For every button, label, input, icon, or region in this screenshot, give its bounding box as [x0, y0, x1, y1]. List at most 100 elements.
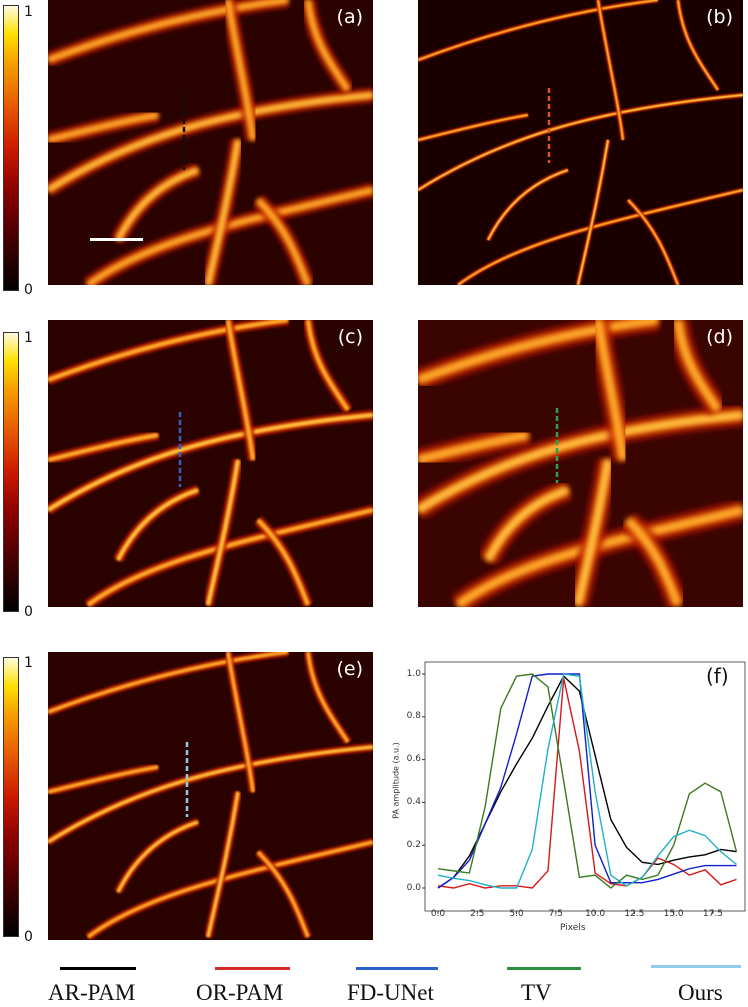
- legend-line-fd-unet: [356, 967, 438, 970]
- vessel: [114, 817, 200, 894]
- vessel: [306, 0, 350, 91]
- vessel-image: [48, 652, 373, 940]
- colorbar-min: 0: [24, 929, 33, 945]
- x-tick-label: 2.5: [470, 909, 485, 919]
- vessel-image: [48, 0, 373, 285]
- colorbar-max: 1: [24, 655, 33, 671]
- colorbar-max: 1: [24, 330, 33, 346]
- vessel: [418, 413, 743, 512]
- vessel: [48, 0, 289, 68]
- vessel: [48, 742, 373, 846]
- panel-b-image: (b): [418, 0, 743, 285]
- x-tick-label: 10.0: [585, 909, 606, 919]
- panel-c-image: (c): [48, 320, 373, 607]
- series-line-or-pam: [437, 678, 737, 889]
- panel-label: (e): [336, 658, 363, 680]
- vessel: [418, 92, 743, 193]
- vessel: [48, 766, 159, 793]
- vessel: [48, 652, 289, 717]
- legend-line-ar-pam: [60, 967, 136, 970]
- vessel: [676, 320, 720, 412]
- vessel: [307, 320, 349, 411]
- vessel: [87, 841, 373, 938]
- legend-label-fd-unet: FD-UNet: [347, 980, 434, 1005]
- vessel: [457, 189, 743, 285]
- legend-label-tv: TV: [521, 980, 552, 1005]
- vessel: [456, 508, 743, 607]
- vessel: [48, 745, 373, 844]
- vessel: [307, 652, 349, 743]
- vessel: [207, 791, 239, 938]
- x-tick-label: 17.5: [702, 909, 723, 919]
- colorbar-min: 0: [24, 282, 33, 298]
- x-tick-label: 15.0: [663, 909, 684, 919]
- vessel: [48, 320, 289, 386]
- vessel: [87, 188, 373, 285]
- vessel: [87, 509, 373, 606]
- vessel: [486, 488, 569, 561]
- vessel: [48, 652, 289, 713]
- vessel: [48, 91, 373, 193]
- vessel: [117, 489, 199, 561]
- x-tick-label: 0.0: [430, 909, 446, 919]
- legend-line-or-pam: [215, 967, 290, 970]
- y-axis-label: PA amplitude (a.u.): [391, 742, 401, 819]
- y-tick-label: 0.2: [406, 839, 421, 850]
- vessel: [257, 199, 310, 285]
- vessel: [257, 851, 309, 938]
- vessel: [418, 0, 659, 62]
- y-tick-label: 0.4: [406, 796, 421, 807]
- vessel: [48, 746, 373, 843]
- vessel: [627, 199, 679, 285]
- colorbar-2: [3, 332, 19, 612]
- vessel: [418, 94, 743, 191]
- panel-label: (c): [337, 326, 363, 348]
- vessel: [227, 320, 254, 461]
- series-line-ours: [437, 673, 737, 889]
- x-axis-label: Pixels: [560, 923, 586, 933]
- panel-d-image: (d): [418, 320, 743, 607]
- vessel: [677, 0, 719, 91]
- vessel: [257, 519, 309, 606]
- vessel: [487, 169, 569, 241]
- y-tick-label: 0.0: [406, 882, 421, 893]
- vessel: [113, 484, 200, 563]
- panel-label: (a): [336, 6, 363, 28]
- series-line-ar-pam: [437, 674, 737, 889]
- legend-label-ours: Ours: [678, 980, 723, 1005]
- vessel: [596, 320, 625, 461]
- vessel: [48, 320, 289, 381]
- vessel: [48, 87, 373, 197]
- panel-label: (b): [706, 6, 733, 28]
- vessel: [48, 434, 159, 461]
- vessel: [48, 113, 159, 142]
- colorbar-1: [3, 5, 19, 291]
- vessel-image: [48, 320, 373, 607]
- vessel-image: [418, 320, 743, 607]
- vessel: [48, 414, 373, 511]
- colorbar-max: 1: [24, 4, 33, 20]
- vessel: [418, 320, 659, 382]
- legend-label-ar-pam: AR-PAM: [48, 980, 136, 1005]
- vessel: [418, 114, 529, 141]
- vessel: [486, 168, 569, 241]
- vessel: [116, 168, 199, 241]
- vessel: [577, 139, 609, 285]
- x-tick-label: 12.5: [624, 909, 645, 919]
- vessel: [48, 93, 373, 192]
- colorbar-min: 0: [24, 604, 33, 620]
- y-tick-label: 0.8: [406, 711, 421, 722]
- vessel-image: [418, 0, 743, 285]
- scale-bar: [90, 238, 143, 241]
- legend-line-ours: [651, 965, 741, 968]
- vessel: [456, 187, 743, 285]
- vessel: [85, 837, 373, 940]
- axes-frame: [424, 661, 746, 912]
- panel-e-image: (e): [48, 652, 373, 940]
- x-tick-label: 5.0: [509, 909, 524, 919]
- vessel: [418, 0, 659, 63]
- panel-a-image: (a): [48, 0, 373, 285]
- vessel: [485, 167, 569, 242]
- vessel: [48, 412, 373, 513]
- colorbar-3: [3, 657, 19, 937]
